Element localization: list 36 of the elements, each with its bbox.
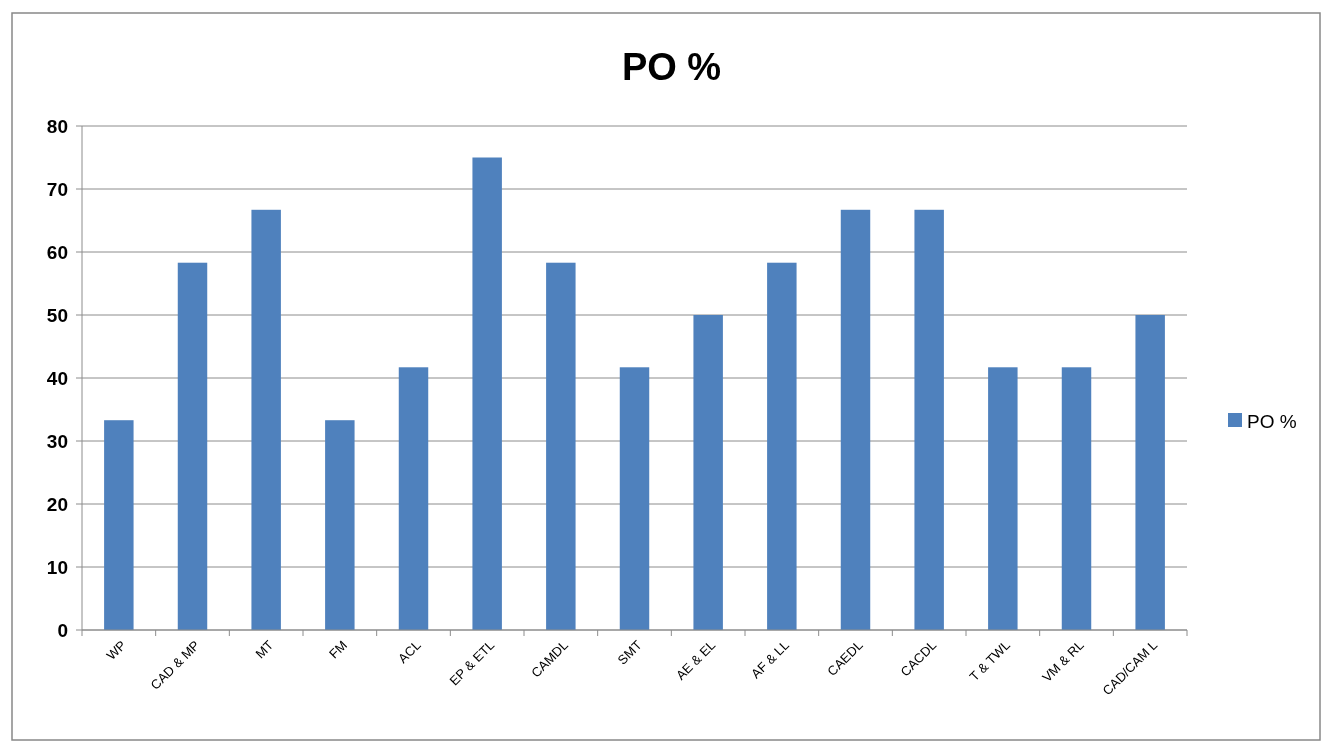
x-tick-label: ACL — [395, 637, 424, 667]
x-tick-label: AF & LL — [748, 637, 792, 682]
y-tick-label: 10 — [46, 556, 68, 578]
x-tick-label: MT — [252, 637, 277, 662]
x-tick-label: FM — [326, 637, 350, 662]
chart-title: PO % — [621, 46, 722, 88]
bar — [1061, 367, 1092, 630]
bar — [251, 209, 281, 630]
bar — [840, 209, 871, 630]
x-tick-label: WP — [103, 637, 129, 663]
bar — [546, 262, 576, 630]
bar — [472, 157, 502, 630]
bar — [177, 262, 208, 630]
y-tick-label: 0 — [57, 619, 68, 641]
bar — [767, 262, 797, 630]
x-tick-label: AE & EL — [672, 637, 719, 683]
bar — [914, 209, 944, 630]
bar — [693, 315, 723, 630]
y-tick-label: 80 — [46, 115, 68, 137]
x-tick-label: EP & ETL — [446, 637, 498, 689]
bar — [619, 367, 650, 630]
legend-label: PO % — [1247, 410, 1297, 432]
y-tick-label: 60 — [46, 241, 68, 263]
bar — [325, 420, 355, 630]
x-tick-label: CAD & MP — [147, 637, 203, 693]
y-tick-label: 70 — [46, 178, 68, 200]
y-tick-label: 20 — [46, 493, 68, 515]
y-tick-label: 40 — [46, 367, 68, 389]
bar — [104, 420, 134, 630]
bar — [398, 367, 429, 630]
y-tick-label: 50 — [46, 304, 68, 326]
x-tick-label: VM & RL — [1039, 637, 1087, 685]
bar — [1135, 315, 1165, 630]
bar — [988, 367, 1018, 630]
x-tick-label: T & TWL — [966, 637, 1013, 685]
y-tick-label: 30 — [46, 430, 68, 452]
